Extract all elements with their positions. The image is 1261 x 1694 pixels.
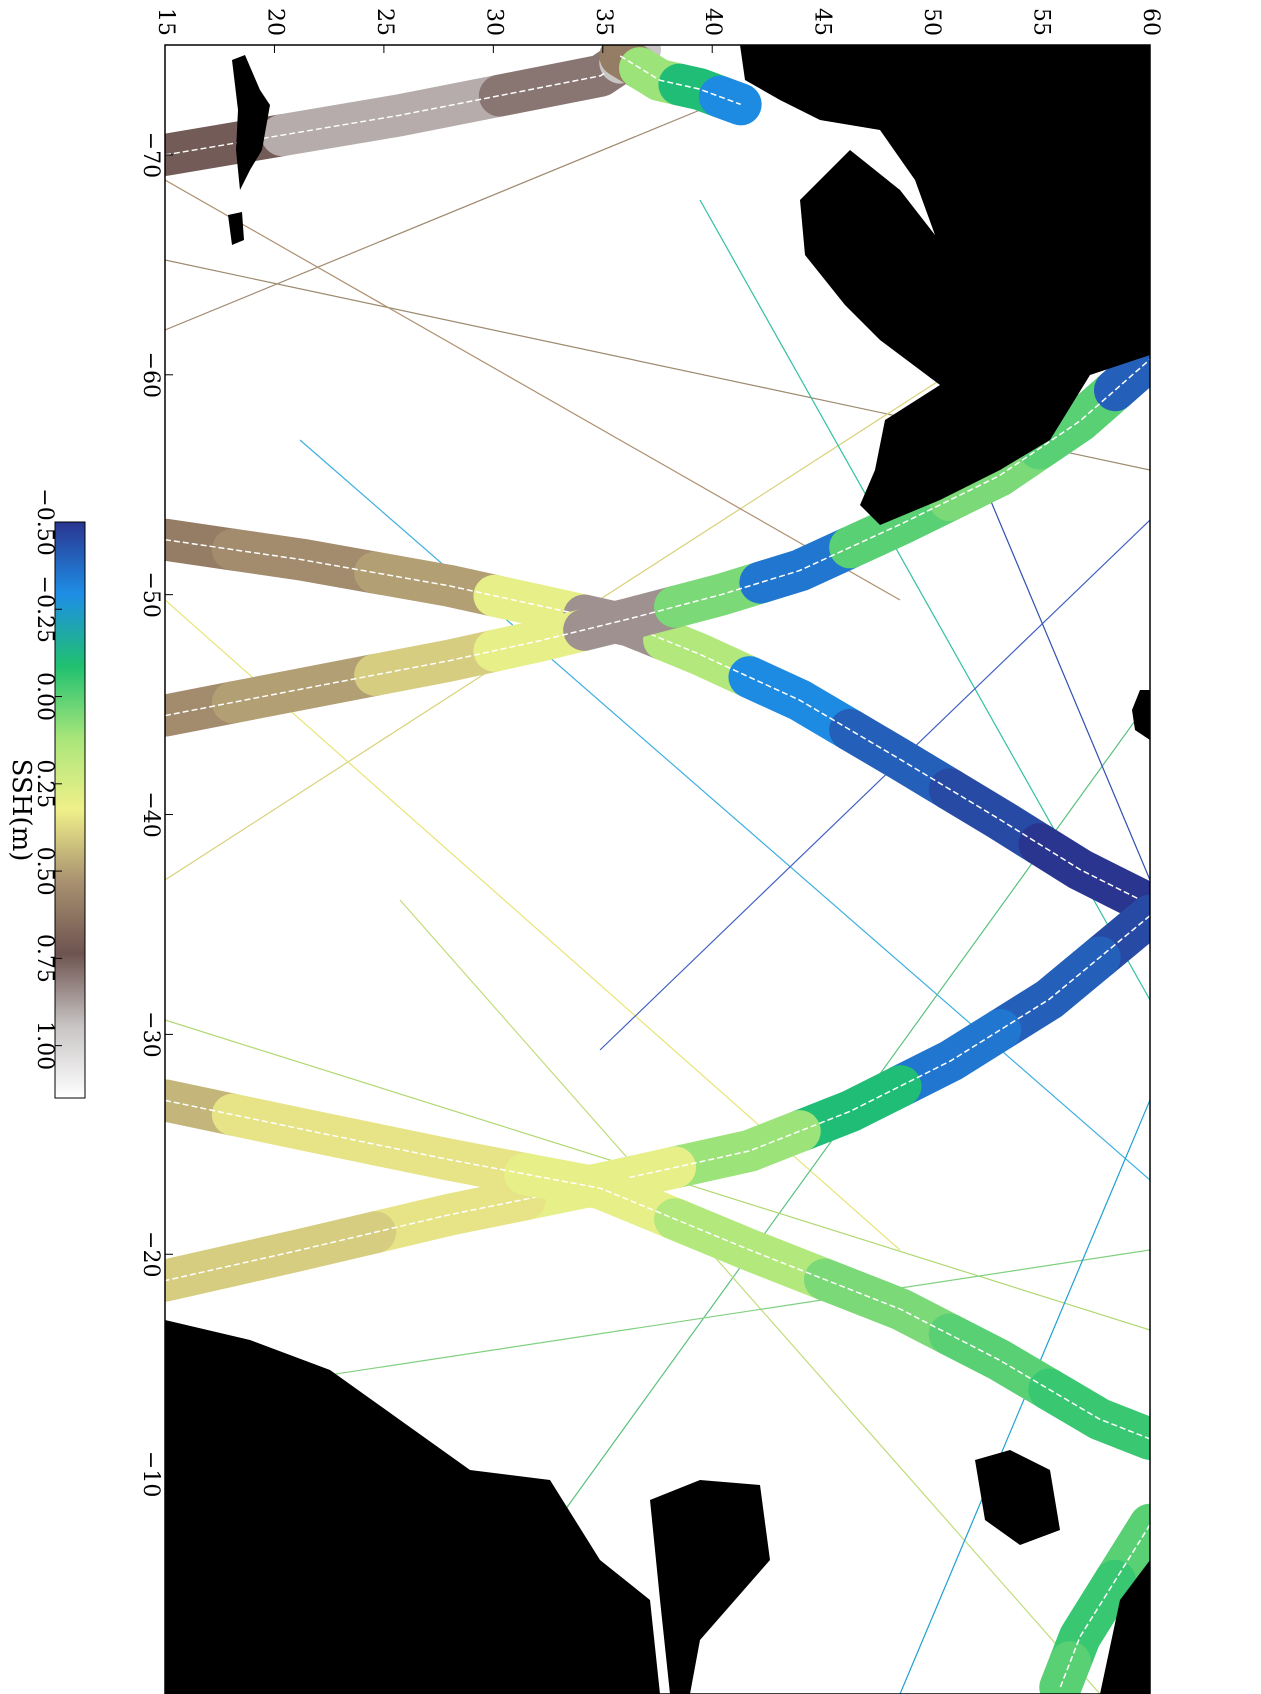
- chart: SSH(m) 15 20 25 30 35 40 45 50 55 60 −70 −60 −50 −40 −…: [0, 0, 1261, 1694]
- lon-tick-label: −20: [138, 1231, 163, 1277]
- land: [165, 45, 1150, 1694]
- lon-tick-label: −60: [138, 352, 163, 398]
- lat-tick-label: 45: [810, 8, 835, 36]
- colorbar-tick-label: 0.25: [32, 759, 57, 808]
- lon-tick-label: −40: [138, 791, 163, 837]
- lat-tick-label: 40: [700, 8, 725, 36]
- lon-tick-label: −10: [138, 1451, 163, 1497]
- lat-tick-label: 55: [1029, 8, 1054, 36]
- land-iberia: [650, 1480, 770, 1694]
- colorbar-label: SSH(m): [6, 759, 36, 862]
- lat-tick-label: 30: [481, 8, 506, 36]
- land-hispaniola: [228, 212, 244, 245]
- colorbar: [55, 522, 85, 1098]
- lat-tick-label: 25: [372, 8, 397, 36]
- land-africa: [165, 1320, 660, 1694]
- colorbar-tick-label: 0.50: [32, 847, 57, 896]
- colorbar-tick-label: 0.75: [32, 934, 57, 983]
- lon-tick-label: −30: [138, 1011, 163, 1057]
- lat-tick-label: 35: [591, 8, 616, 36]
- lon-tick-label: −50: [138, 571, 163, 617]
- lat-tick-label: 60: [1138, 8, 1163, 36]
- land-north-america: [740, 45, 1150, 525]
- colorbar-tick-label: −0.50: [32, 488, 57, 555]
- land-island: [1132, 690, 1150, 740]
- lat-tick-label: 20: [262, 8, 287, 36]
- land-british-isles: [975, 1450, 1060, 1545]
- colorbar-tick-label: −0.25: [32, 576, 57, 643]
- colorbar-tick-label: 1.00: [32, 1021, 57, 1070]
- lat-tick-label: 15: [153, 8, 178, 36]
- colorbar-tick-label: 0.00: [32, 672, 57, 721]
- lat-tick-label: 50: [919, 8, 944, 36]
- lon-tick-label: −70: [138, 132, 163, 178]
- land-cuba: [232, 55, 270, 190]
- map-area: [165, 45, 1150, 1694]
